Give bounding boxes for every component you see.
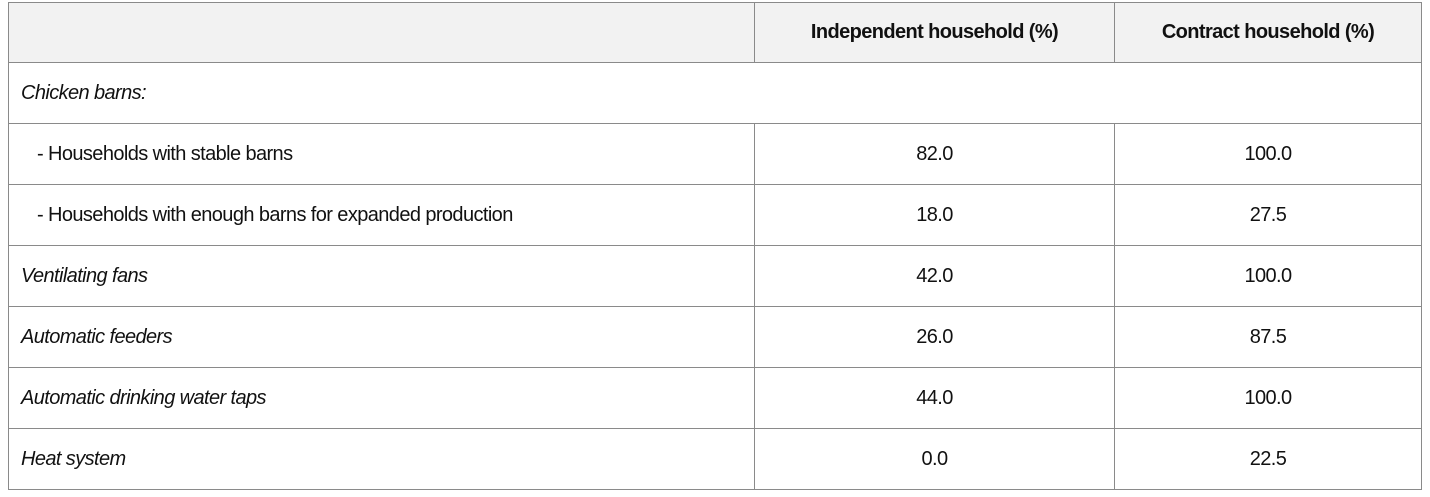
row-label: Chicken barns: xyxy=(8,62,1422,124)
value-cell: 0.0 xyxy=(754,428,1115,490)
row-label: Automatic feeders xyxy=(8,306,755,368)
row-label: Automatic drinking water taps xyxy=(8,367,755,429)
table-row: Automatic drinking water taps 44.0 100.0 xyxy=(8,367,1422,429)
row-label: - Households with stable barns xyxy=(8,123,755,185)
table-body: Chicken barns: - Households with stable b… xyxy=(8,62,1422,490)
value-cell: 42.0 xyxy=(754,245,1115,307)
header-cell: Contract household (%) xyxy=(1114,2,1422,63)
value-cell: 44.0 xyxy=(754,367,1115,429)
data-table: Independent household (%) Contract house… xyxy=(8,2,1422,490)
value-cell: 82.0 xyxy=(754,123,1115,185)
value-cell: 26.0 xyxy=(754,306,1115,368)
table-row: Chicken barns: xyxy=(8,62,1422,124)
value-cell: 18.0 xyxy=(754,184,1115,246)
value-cell: 87.5 xyxy=(1114,306,1422,368)
row-label: Heat system xyxy=(8,428,755,490)
value-cell: 22.5 xyxy=(1114,428,1422,490)
row-label: Ventilating fans xyxy=(8,245,755,307)
table-row: Heat system 0.0 22.5 xyxy=(8,428,1422,490)
table-row: Automatic feeders 26.0 87.5 xyxy=(8,306,1422,368)
table-row: Ventilating fans 42.0 100.0 xyxy=(8,245,1422,307)
table-row: - Households with enough barns for expan… xyxy=(8,184,1422,246)
header-row: Independent household (%) Contract house… xyxy=(8,2,1422,63)
table-header: Independent household (%) Contract house… xyxy=(8,2,1422,63)
row-label: - Households with enough barns for expan… xyxy=(8,184,755,246)
header-cell xyxy=(8,2,755,63)
header-cell: Independent household (%) xyxy=(754,2,1115,63)
value-cell: 100.0 xyxy=(1114,367,1422,429)
value-cell: 27.5 xyxy=(1114,184,1422,246)
table-row: - Households with stable barns 82.0 100.0 xyxy=(8,123,1422,185)
value-cell: 100.0 xyxy=(1114,245,1422,307)
value-cell: 100.0 xyxy=(1114,123,1422,185)
